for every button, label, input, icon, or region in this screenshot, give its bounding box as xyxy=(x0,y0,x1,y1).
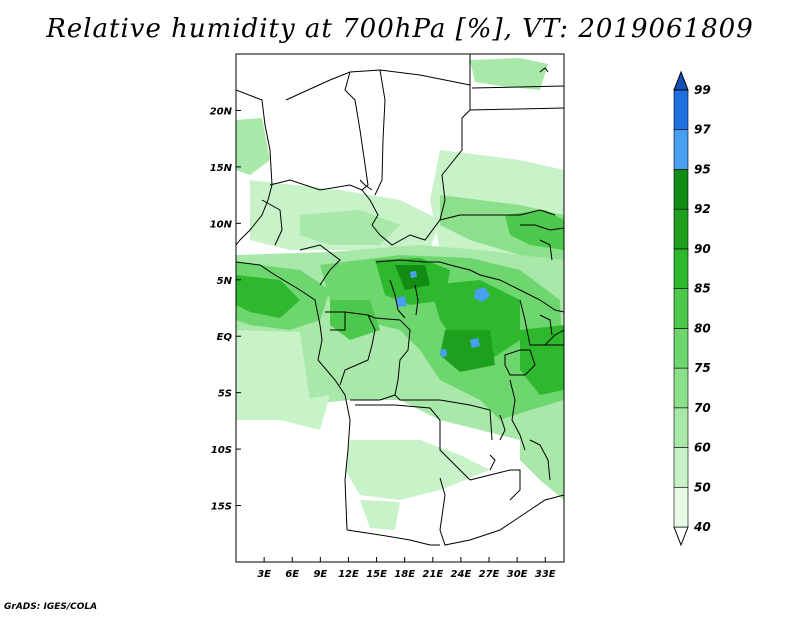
colorbar-segment xyxy=(673,328,689,369)
colorbar-level-label: 97 xyxy=(694,123,711,137)
colorbar-level-label: 70 xyxy=(694,401,711,415)
lon-tick-label: 6E xyxy=(285,569,299,580)
colorbar-level-label: 95 xyxy=(694,162,711,176)
lat-tick-label: EQ xyxy=(217,332,233,343)
lon-tick-label: 24E xyxy=(451,569,472,580)
humidity-field xyxy=(236,54,564,562)
lat-tick-label: 10N xyxy=(210,219,233,230)
plot-frame xyxy=(235,53,565,563)
colorbar-level-label: 80 xyxy=(694,321,711,335)
colorbar-level-label: 99 xyxy=(694,83,711,97)
lon-tick-label: 27E xyxy=(479,569,500,580)
colorbar-low-triangle xyxy=(673,526,689,547)
colorbar-segment xyxy=(673,129,689,170)
lon-tick-label: 33E xyxy=(535,569,556,580)
longitude-axis: 3E 6E 9E 12E 15E 18E 21E 24E 27E 30E 33E xyxy=(257,557,556,580)
colorbar-level-label: 85 xyxy=(694,282,711,296)
colorbar-level-label: 75 xyxy=(694,361,711,375)
grads-credit: GrADS: IGES/COLA xyxy=(4,602,98,612)
lat-tick-label: 20N xyxy=(210,106,233,117)
lon-tick-label: 21E xyxy=(422,569,443,580)
colorbar-segment xyxy=(673,89,689,131)
colorbar-level-label: 92 xyxy=(694,202,711,216)
colorbar-segment xyxy=(673,288,689,329)
colorbar-segment xyxy=(673,367,689,409)
colorbar-segment xyxy=(673,486,689,528)
lon-tick-label: 18E xyxy=(394,569,415,580)
lon-tick-label: 12E xyxy=(338,569,359,580)
lat-tick-label: 5S xyxy=(218,389,232,400)
colorbar-level-label: 90 xyxy=(694,242,711,256)
lat-tick-label: 5N xyxy=(217,276,233,287)
lat-tick-label: 10S xyxy=(211,445,232,456)
colorbar-high-triangle xyxy=(673,70,689,91)
lon-tick-label: 30E xyxy=(507,569,528,580)
lat-tick-label: 15S xyxy=(211,502,232,513)
colorbar-level-label: 40 xyxy=(693,520,711,534)
colorbar: 40 50 60 70 75 80 85 90 92 95 97 99 xyxy=(673,70,711,547)
colorbar-segment xyxy=(673,208,689,250)
lon-tick-label: 3E xyxy=(257,569,271,580)
colorbar-segment xyxy=(673,169,689,210)
colorbar-segment xyxy=(673,248,689,289)
map-title: Relative humidity at 700hPa [%], VT: 201… xyxy=(46,14,754,44)
colorbar-segment xyxy=(673,407,689,448)
colorbar-segment xyxy=(673,447,689,488)
lon-tick-label: 15E xyxy=(366,569,387,580)
lon-tick-label: 9E xyxy=(313,569,327,580)
lat-tick-label: 15N xyxy=(210,163,233,174)
colorbar-level-label: 60 xyxy=(694,441,711,455)
latitude-axis: 20N 15N 10N 5N EQ 5S 10S 15S xyxy=(210,106,241,513)
colorbar-level-label: 50 xyxy=(694,480,711,494)
